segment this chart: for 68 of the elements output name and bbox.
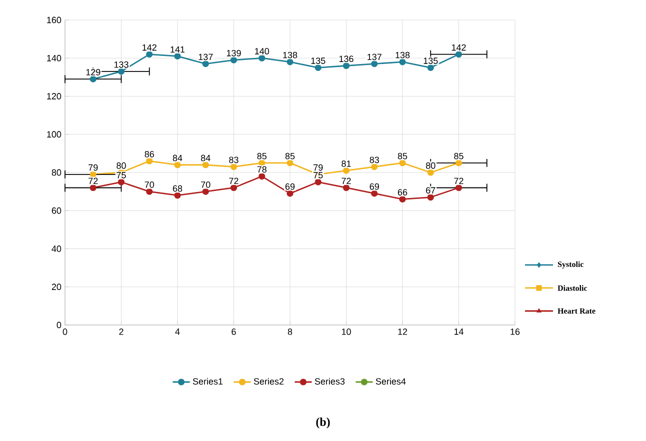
y-tick-label: 120 [47, 93, 62, 100]
x-tick-label: 14 [454, 328, 464, 335]
data-label: 137 [368, 54, 382, 60]
x-tick-label: 8 [288, 328, 292, 335]
data-label: 138 [283, 52, 298, 58]
data-label: 79 [314, 164, 323, 171]
text: (b) [316, 418, 330, 428]
data-label: 78 [257, 166, 266, 173]
x-tick-label: 4 [175, 328, 180, 335]
data-label: 70 [144, 181, 154, 188]
legend-label: Series1 [192, 378, 223, 385]
data-label: 67 [426, 187, 436, 194]
data-label: 69 [370, 183, 379, 190]
data-label: 83 [229, 156, 238, 164]
data-label: 137 [198, 54, 213, 60]
y-tick-label: 80 [52, 169, 62, 176]
data-label: 142 [452, 44, 466, 51]
data-label: 141 [170, 46, 185, 53]
data-label: 69 [285, 183, 295, 190]
data-label: 85 [285, 152, 295, 160]
x-tick-label: 2 [119, 328, 124, 335]
y-tick-label: 40 [52, 246, 62, 252]
data-label: 80 [426, 162, 436, 169]
x-tick-label: 0 [62, 328, 68, 335]
text: Systolic [558, 261, 584, 269]
x-tick-label: 12 [398, 328, 408, 335]
x-tick-label: 6 [232, 328, 236, 335]
data-label: 68 [172, 185, 182, 192]
data-label: 133 [114, 61, 128, 68]
data-label: 75 [314, 172, 323, 178]
y-tick-label: 100 [47, 131, 62, 138]
data-label: 72 [229, 178, 238, 184]
data-label: 80 [116, 162, 126, 169]
y-tick-label: 140 [47, 54, 62, 62]
legend-label: Series4 [376, 378, 406, 385]
data-label: 86 [144, 150, 154, 158]
x-tick-label: 10 [342, 328, 351, 335]
y-tick-label: 0 [56, 322, 62, 328]
data-label: 135 [424, 58, 438, 64]
x-tick-label: 16 [510, 328, 520, 335]
data-label: 83 [370, 156, 379, 164]
data-label: 75 [116, 172, 126, 178]
data-label: 72 [454, 178, 464, 184]
data-label: 85 [257, 152, 266, 160]
data-label: 135 [311, 58, 326, 64]
data-label: 136 [339, 56, 354, 62]
data-label: 66 [398, 189, 408, 196]
text: Heart Rate [558, 308, 596, 314]
data-label: 84 [201, 154, 210, 162]
data-label: 129 [86, 69, 100, 76]
y-tick-label: 160 [47, 16, 62, 24]
data-label: 142 [142, 44, 156, 51]
text: Diastolic [558, 285, 588, 291]
y-tick-label: 60 [52, 207, 62, 214]
data-label: 81 [342, 160, 351, 167]
data-label: 79 [88, 164, 98, 171]
data-label: 138 [396, 52, 410, 58]
data-label: 84 [172, 154, 182, 162]
data-label: 72 [342, 178, 351, 184]
data-label: 70 [201, 181, 210, 188]
y-tick-label: 20 [52, 284, 62, 290]
data-label: 72 [88, 178, 98, 184]
data-label: 139 [226, 50, 241, 56]
data-label: 85 [398, 152, 408, 160]
legend-label: Series2 [254, 378, 284, 385]
data-label: 140 [255, 48, 270, 54]
legend-label: Series3 [314, 378, 345, 385]
data-label: 85 [454, 152, 464, 160]
